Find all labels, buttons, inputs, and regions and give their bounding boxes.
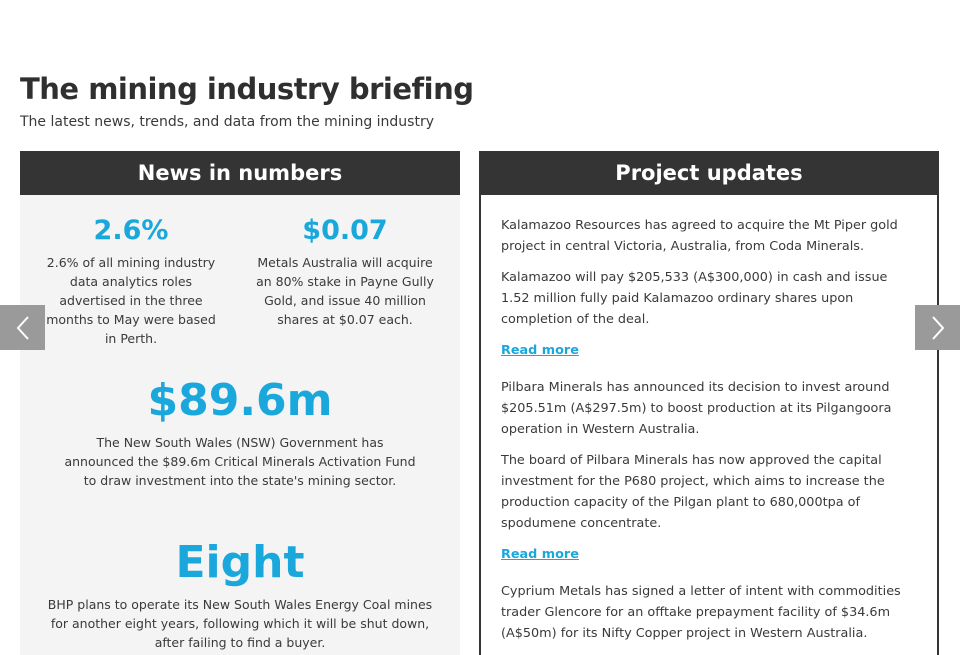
page-title: The mining industry briefing <box>20 72 474 106</box>
stat-value: Eight <box>175 537 305 588</box>
news-in-numbers-panel: News in numbers 2.6% 2.6% of all mining … <box>20 151 460 655</box>
update-paragraph: Cyprium Metals has signed a letter of in… <box>501 584 901 641</box>
page-header: The mining industry briefing The latest … <box>20 70 940 130</box>
update-paragraph: Kalamazoo Resources has agreed to acquir… <box>501 218 898 254</box>
update-paragraph: Kalamazoo will pay $205,533 (A$300,000) … <box>501 270 888 327</box>
carousel-next-button[interactable] <box>915 305 960 350</box>
project-updates-panel: Project updates Kalamazoo Resources has … <box>479 151 939 655</box>
update-item: Kalamazoo Resources has agreed to acquir… <box>501 215 917 377</box>
read-more-link[interactable]: Read more <box>501 547 579 562</box>
carousel-prev-button[interactable] <box>0 305 45 350</box>
update-item: Pilbara Minerals has announced its decis… <box>501 377 917 581</box>
stat-card: Eight BHP plans to operate its New South… <box>40 535 440 652</box>
project-updates-heading: Project updates <box>479 151 939 195</box>
update-paragraph: The board of Pilbara Minerals has now ap… <box>501 453 885 531</box>
stat-card: $0.07 Metals Australia will acquire an 8… <box>255 213 435 329</box>
news-in-numbers-heading: News in numbers <box>20 151 460 195</box>
stat-description: BHP plans to operate its New South Wales… <box>47 597 433 650</box>
stat-card: 2.6% 2.6% of all mining industry data an… <box>40 213 222 348</box>
read-more-link[interactable]: Read more <box>501 343 579 358</box>
update-paragraph: Pilbara Minerals has announced its decis… <box>501 380 892 437</box>
project-updates-list: Kalamazoo Resources has agreed to acquir… <box>481 195 937 644</box>
stat-description: The New South Wales (NSW) Government has… <box>64 435 416 488</box>
stat-value: $0.07 <box>302 215 388 246</box>
update-item: Cyprium Metals has signed a letter of in… <box>501 581 917 644</box>
page-subtitle: The latest news, trends, and data from t… <box>20 114 435 130</box>
chevron-left-icon <box>16 315 29 340</box>
stat-card: $89.6m The New South Wales (NSW) Governm… <box>60 373 420 490</box>
stat-description: Metals Australia will acquire an 80% sta… <box>256 255 434 327</box>
chevron-right-icon <box>931 315 944 340</box>
stat-value: $89.6m <box>147 375 333 426</box>
stat-value: 2.6% <box>93 215 169 246</box>
stat-description: 2.6% of all mining industry data analyti… <box>46 255 216 346</box>
